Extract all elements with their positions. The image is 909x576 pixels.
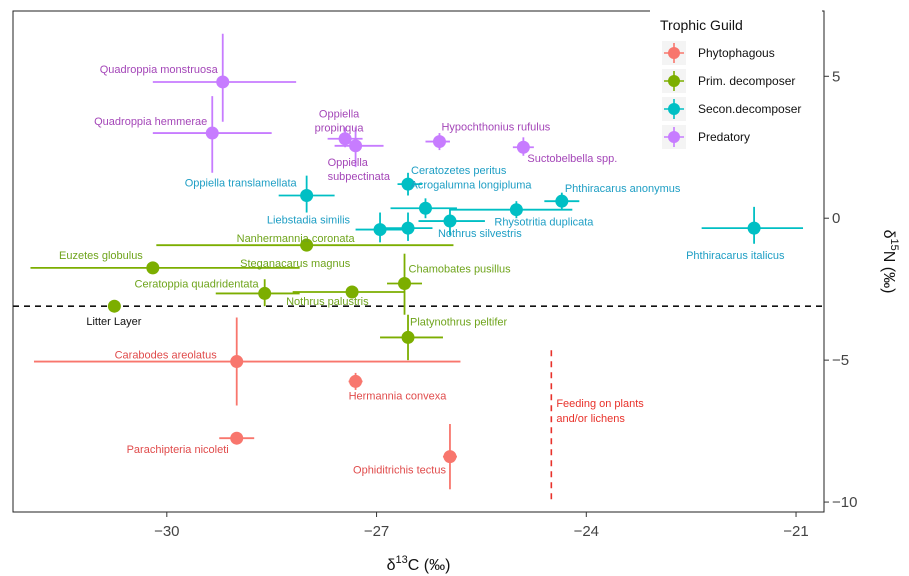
litter-layer-label: Litter Layer (86, 316, 141, 328)
point-label: Acrogalumna longipluma (410, 179, 532, 191)
y-axis-title-rest: N (‰) (880, 251, 897, 294)
point-label: Phthiracarus anonymus (565, 183, 681, 195)
x-tick-label: −24 (574, 523, 599, 540)
x-tick-label: −30 (154, 523, 179, 540)
y-tick-label: 0 (832, 210, 840, 227)
point-label: Euzetes globulus (59, 250, 143, 262)
data-point (349, 374, 363, 388)
point-label: Chamobates pusillus (409, 263, 512, 275)
feeding-threshold-label: Feeding on plants and/or lichens (556, 398, 644, 425)
data-point (398, 276, 412, 290)
litter-layer-point (107, 299, 121, 313)
point-label: Platynothrus peltifer (410, 316, 508, 328)
data-point (401, 221, 415, 235)
legend-entry-label: Predatory (698, 130, 750, 144)
point-label: Hermannia convexa (349, 390, 448, 402)
data-point (258, 286, 272, 300)
point-label: Quadroppia hemmerae (94, 116, 207, 128)
point-label: Nothrus silvestris (438, 228, 522, 240)
y-tick-label: −10 (832, 494, 857, 511)
data-point (373, 223, 387, 237)
point-label-line: subpectinata (328, 171, 391, 183)
point-label: Parachipteria nicoleti (127, 444, 229, 456)
y-axis-title-sup: 15 (888, 239, 900, 251)
x-axis-title-rest: C (‰) (408, 557, 451, 574)
point-label: Ceratozetes peritus (411, 165, 507, 177)
data-point (345, 285, 359, 299)
point-label: Oppiella propinqua (315, 109, 365, 135)
legend-entry-label: Secon.decomposer (698, 102, 801, 116)
data-point (300, 238, 314, 252)
data-point (300, 189, 314, 203)
point-label: Carabodes areolatus (115, 350, 218, 362)
point-label: Liebstadia similis (267, 215, 351, 227)
legend-key-point (668, 131, 680, 143)
point-label: Quadroppia monstruosa (100, 64, 219, 76)
x-tick-label: −21 (783, 523, 808, 540)
y-tick-label: 5 (832, 68, 840, 85)
data-point (555, 194, 569, 208)
data-point (418, 201, 432, 215)
data-point (443, 450, 457, 464)
x-axis-title: δ13C (‰) (387, 554, 451, 574)
data-point (401, 177, 415, 191)
data-point (401, 330, 415, 344)
data-point (205, 126, 219, 140)
data-point (443, 214, 457, 228)
point-label: Ophiditrichis tectus (353, 465, 446, 477)
data-point (230, 355, 244, 369)
x-tick-label: −27 (364, 523, 389, 540)
y-tick-label: −5 (832, 352, 849, 369)
point-label: Rhysotritia duplicata (494, 217, 594, 229)
data-point (509, 203, 523, 217)
point-label: Ceratoppia quadridentata (135, 278, 260, 290)
x-axis-title-main: δ (387, 557, 396, 574)
y-axis-title: δ15N (‰) (880, 230, 900, 294)
legend: Trophic Guild Phytophagous Prim. decompose… (650, 10, 822, 152)
point-label: Steganacarus magnus (240, 258, 351, 270)
point-label: Hypochthonius rufulus (441, 122, 550, 134)
data-point (432, 135, 446, 149)
legend-key-point (668, 47, 680, 59)
legend-entry-label: Prim. decomposer (698, 74, 795, 88)
legend-title: Trophic Guild (660, 17, 743, 33)
point-label: Oppiella subpectinata (328, 157, 391, 183)
data-point (230, 431, 244, 445)
point-label-line: Oppiella (328, 157, 369, 169)
legend-key-point (668, 103, 680, 115)
feeding-threshold-label-line: Feeding on plants (556, 398, 644, 410)
point-label-line: propinqua (315, 123, 365, 135)
data-point (747, 221, 761, 235)
y-axis-title-main: δ (880, 230, 897, 239)
x-axis-title-sup: 13 (396, 554, 408, 566)
point-label-line: Oppiella (319, 109, 360, 121)
data-point (349, 139, 363, 153)
data-point (216, 75, 230, 89)
data-point (146, 261, 160, 275)
legend-key-point (668, 75, 680, 87)
point-label: Nothrus palustris (286, 296, 369, 308)
data-point (516, 140, 530, 154)
point-label: Phthiracarus italicus (686, 250, 785, 262)
point-label: Oppiella translamellata (185, 178, 298, 190)
point-label: Suctobelbella spp. (527, 153, 617, 165)
data-point (338, 132, 352, 146)
feeding-threshold-label-line: and/or lichens (556, 413, 625, 425)
legend-entry-label: Phytophagous (698, 46, 775, 60)
point-label: Nanhermannia coronata (237, 233, 356, 245)
